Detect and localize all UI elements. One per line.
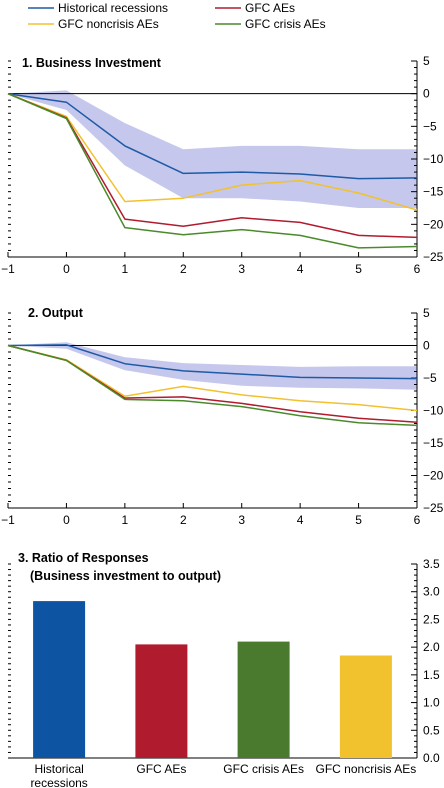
panel2-x-tick-label: −1: [1, 513, 15, 527]
bar-label-gfc-noncrisis-aes: GFC noncrisis AEs: [316, 762, 417, 776]
panel2-y-tick-label: −20: [423, 469, 444, 483]
panel1-y-tick-label: −10: [423, 152, 444, 166]
panel1-y-tick-label: 5: [423, 54, 430, 68]
legend: Historical recessions GFC AEs GFC noncrisi…: [28, 1, 326, 31]
panel3-title: 3. Ratio of Responses: [18, 551, 149, 565]
panel2-x-tick-label: 0: [63, 513, 70, 527]
bar-label-historical-recessions: Historical: [34, 762, 83, 776]
panel3-y-tick-label: 3.0: [423, 585, 440, 599]
panel1-x-tick-label: 3: [238, 262, 245, 276]
panel1-x-tick-label: 5: [355, 262, 362, 276]
legend-label-gfc-noncrisis-aes: GFC noncrisis AEs: [58, 17, 159, 31]
bar-gfc-crisis-aes: [237, 641, 290, 758]
panel1-x-tick-label: 0: [63, 262, 70, 276]
panel1-series-gfc-aes: [7, 93, 418, 239]
panel2-x-tick-label: 5: [355, 513, 362, 527]
bar-label-gfc-aes: GFC AEs: [136, 762, 186, 776]
panel2-x-tick-label: 4: [297, 513, 304, 527]
panel3-y-tick-label: 0.0: [423, 751, 440, 765]
panel2-y-tick-label: 0: [423, 339, 430, 353]
panel1-y-tick-label: 0: [423, 87, 430, 101]
panel1-title: 1. Business Investment: [22, 56, 162, 70]
panel2-x-tick-label: 6: [414, 513, 421, 527]
panel1-x-tick-label: 2: [180, 262, 187, 276]
panel2-x-tick-label: 2: [180, 513, 187, 527]
panel2-y-tick-label: −25: [423, 501, 444, 515]
bar-label-line2-historical-recessions: recessions: [30, 776, 87, 788]
panel1-y-tick-label: −5: [423, 119, 437, 133]
panel1-x-tick-label: 4: [297, 262, 304, 276]
panel2-y-tick-label: −5: [423, 371, 437, 385]
panel3-subtitle: (Business investment to output): [30, 569, 221, 583]
bar-label-gfc-crisis-aes: GFC crisis AEs: [223, 762, 304, 776]
panel2-y-tick-label: −10: [423, 404, 444, 418]
legend-label-gfc-aes: GFC AEs: [245, 1, 295, 15]
panel1-series-gfc-crisis-aes: [7, 93, 418, 249]
panel-business-investment: 1. Business Investment −1 0 1 2 3 4 5 650−5−10−…: [1, 54, 444, 276]
panel2-series-historical-recessions: [7, 344, 418, 380]
panel-ratio-of-responses: 3. Ratio of Responses (Business investme…: [8, 551, 440, 788]
panel2-y-tick-label: 5: [423, 306, 430, 320]
panel1-y-tick-label: −20: [423, 217, 444, 231]
legend-label-gfc-crisis-aes: GFC crisis AEs: [245, 17, 326, 31]
panel3-y-tick-label: 2.5: [423, 612, 440, 626]
panel2-x-tick-label: 1: [122, 513, 129, 527]
panel3-y-tick-label: 1.0: [423, 696, 440, 710]
panel2-title: 2. Output: [28, 306, 84, 320]
bar-gfc-aes: [135, 644, 188, 758]
panel2-series-gfc-crisis-aes: [7, 344, 418, 427]
panel1-y-tick-label: −15: [423, 185, 444, 199]
panel3-y-tick-label: 3.5: [423, 557, 440, 571]
panel2-confidence-band: [8, 342, 417, 390]
panel2-x-tick-label: 3: [238, 513, 245, 527]
bar-gfc-noncrisis-aes: [339, 655, 392, 758]
panel2-y-tick-label: −15: [423, 436, 444, 450]
panel1-y-tick-label: −25: [423, 250, 444, 264]
panel3-y-tick-label: 1.5: [423, 668, 440, 682]
panel-output: 2. Output −1 0 1 2 3 4 5 650−5−10−15−20−25: [1, 306, 444, 527]
bar-historical-recessions: [33, 601, 86, 758]
panel1-x-tick-label: 1: [122, 262, 129, 276]
panel1-series-gfc-noncrisis-aes: [7, 93, 418, 211]
panel1-confidence-band: [8, 90, 417, 208]
panel1-x-tick-label: 6: [414, 262, 421, 276]
panel3-y-tick-label: 0.5: [423, 723, 440, 737]
panel3-y-tick-label: 2.0: [423, 640, 440, 654]
panel1-x-tick-label: −1: [1, 262, 15, 276]
legend-label-historical-recessions: Historical recessions: [58, 1, 168, 15]
panel1-series-historical-recessions: [7, 92, 418, 180]
